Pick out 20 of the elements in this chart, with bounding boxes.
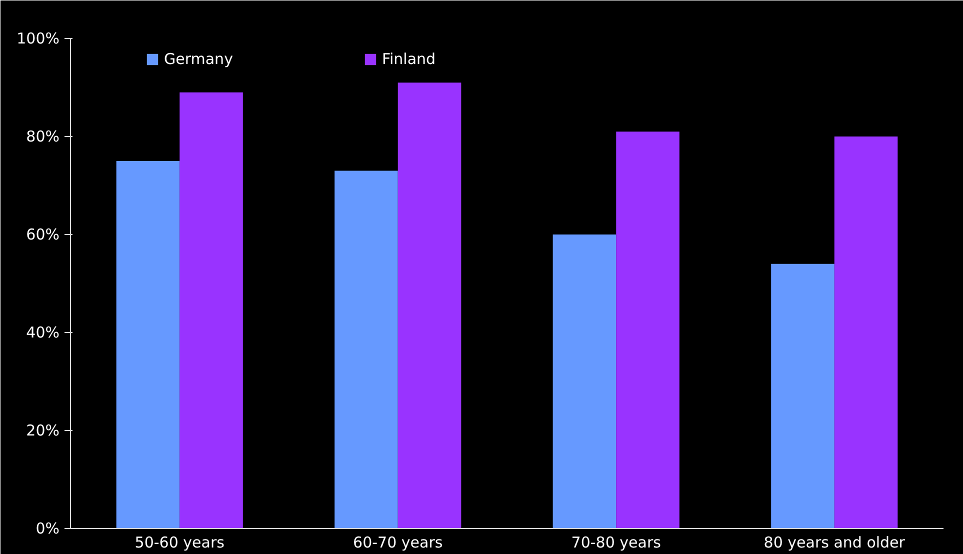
- y-tick-label: 60%: [26, 226, 60, 244]
- y-tick-label: 80%: [26, 128, 60, 146]
- y-tick-label: 100%: [16, 30, 60, 48]
- x-tick-label: 80 years and older: [764, 534, 906, 552]
- legend-label: Finland: [382, 50, 436, 68]
- bar: [834, 136, 898, 528]
- y-tick-label: 20%: [26, 422, 60, 440]
- bar: [116, 161, 180, 528]
- x-tick-label: 70-80 years: [571, 534, 662, 552]
- bar: [180, 92, 243, 528]
- legend-label: Germany: [164, 50, 233, 68]
- y-tick-label: 0%: [36, 520, 60, 538]
- bar: [398, 82, 462, 528]
- y-tick-label: 40%: [26, 324, 60, 342]
- bar: [771, 264, 834, 528]
- bar: [334, 170, 398, 528]
- x-tick-label: 50-60 years: [134, 534, 225, 552]
- x-tick-label: 60-70 years: [353, 534, 443, 552]
- bar: [616, 132, 680, 528]
- bar: [552, 234, 616, 528]
